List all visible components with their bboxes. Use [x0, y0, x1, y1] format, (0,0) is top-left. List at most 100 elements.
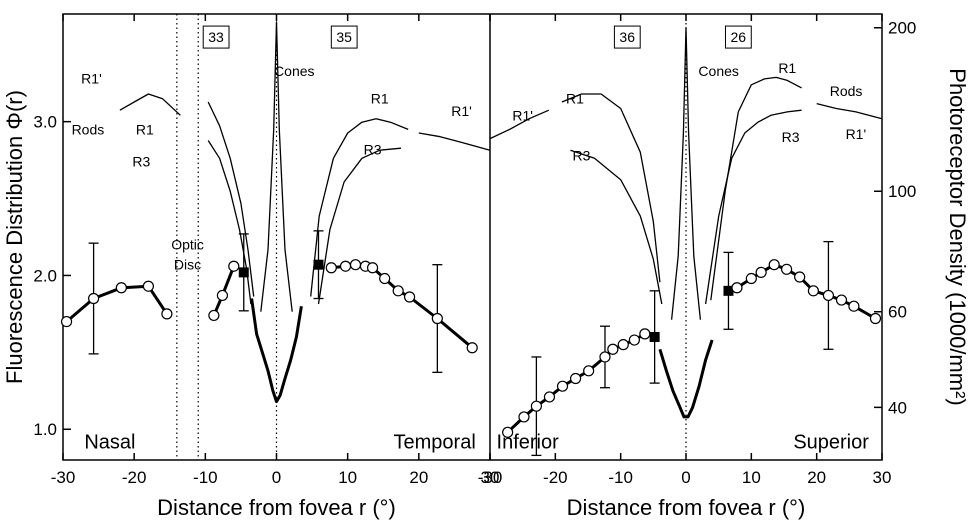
data-point: [466, 342, 478, 354]
density-line: [207, 101, 255, 297]
curve-label: R1': [846, 126, 867, 142]
x-tick-label: -30: [51, 468, 76, 487]
panel-number: 36: [619, 29, 635, 45]
region-label: Nasal: [84, 432, 135, 454]
data-point: [431, 312, 443, 325]
data-point: [325, 262, 337, 274]
x-tick-label: 20: [807, 468, 826, 487]
density-line: [489, 109, 550, 140]
x-tick-label: -30: [478, 468, 503, 487]
plot-frame: [62, 13, 883, 461]
curve-label: R1: [566, 91, 584, 107]
x-tick-label: 0: [272, 468, 281, 487]
region-label: Inferior: [497, 432, 560, 454]
region-label: Superior: [793, 432, 869, 454]
density-line: [816, 102, 883, 120]
panel-number: 35: [336, 29, 352, 45]
data-point: [142, 280, 154, 292]
data-point: [569, 372, 582, 385]
data-point-square: [723, 285, 734, 296]
density-line: [704, 109, 802, 305]
data-point: [349, 259, 362, 271]
curve-label: Rods: [72, 121, 105, 137]
x-tick-label: 10: [742, 468, 761, 487]
density-line: [670, 27, 702, 320]
data-point: [543, 391, 556, 403]
data-point: [392, 285, 404, 297]
y-tick-label: 2.0: [33, 266, 57, 285]
curve-label: R1: [371, 91, 389, 107]
data-point-square: [649, 331, 660, 342]
data-point: [583, 365, 595, 377]
curve-label: Optic: [171, 237, 204, 253]
y2-axis-title: Photoreceptor Density (1000/mm²): [945, 68, 970, 405]
data-point: [617, 339, 629, 351]
curve-label: R3: [132, 154, 150, 170]
density-line: [418, 132, 491, 151]
data-point: [794, 271, 806, 283]
panel-number: 33: [208, 29, 224, 45]
data-point: [502, 426, 514, 438]
density-line: [570, 149, 663, 305]
x-tick-label: -10: [608, 468, 633, 487]
curve-label: R1': [81, 71, 102, 87]
x-tick-label: -20: [122, 468, 147, 487]
curve-label: R1: [136, 121, 154, 137]
panel-number: 26: [730, 29, 746, 45]
label-box: [330, 25, 358, 49]
fluorescence-line: [331, 263, 474, 349]
data-point: [556, 380, 569, 392]
y2-tick-label: 100: [888, 182, 916, 201]
data-point: [731, 282, 743, 294]
y-tick-label: 1.0: [33, 420, 57, 439]
curve-label: R3: [782, 129, 800, 145]
density-line: [207, 140, 252, 305]
x-tick-label: -10: [193, 468, 218, 487]
data-point: [208, 309, 220, 322]
curve-label: R1': [451, 103, 472, 119]
data-point: [228, 260, 240, 272]
data-point: [403, 291, 416, 303]
data-point: [745, 272, 757, 285]
y2-tick-label: 40: [888, 398, 907, 417]
data-point: [869, 312, 882, 325]
label-box: [724, 25, 752, 49]
data-point: [781, 263, 793, 275]
y2-tick-label: 60: [888, 303, 907, 322]
density-line: [119, 93, 181, 116]
density-line: [310, 118, 409, 297]
fluorescence-line: [658, 339, 714, 419]
data-point: [88, 292, 100, 305]
fluorescence-line: [65, 284, 169, 323]
label-box: [202, 25, 230, 49]
x-tick-label: 30: [873, 468, 892, 487]
data-point: [822, 289, 835, 302]
data-point: [379, 272, 391, 285]
data-point-square: [313, 259, 324, 270]
curve-label: R3: [364, 141, 382, 157]
data-point-square: [238, 267, 249, 278]
x-tick-label: -20: [543, 468, 568, 487]
data-point: [60, 315, 73, 328]
x-tick-label: 10: [338, 468, 357, 487]
data-point: [755, 266, 767, 278]
label-box: [613, 25, 641, 49]
density-line: [317, 147, 402, 305]
curve-label: R3: [573, 147, 591, 163]
x-tick-label: 0: [681, 468, 690, 487]
data-point: [366, 262, 379, 274]
data-point: [530, 400, 542, 412]
data-point: [848, 300, 860, 312]
density-line: [561, 93, 661, 283]
data-point: [807, 285, 820, 297]
data-point: [216, 289, 229, 302]
data-point: [115, 282, 127, 294]
curve-label: Disc: [174, 257, 201, 273]
density-line: [260, 21, 293, 312]
data-point: [161, 308, 173, 320]
data-point: [639, 328, 651, 340]
x-tick-label: 30: [481, 468, 500, 487]
y-tick-label: 3.0: [33, 113, 57, 132]
